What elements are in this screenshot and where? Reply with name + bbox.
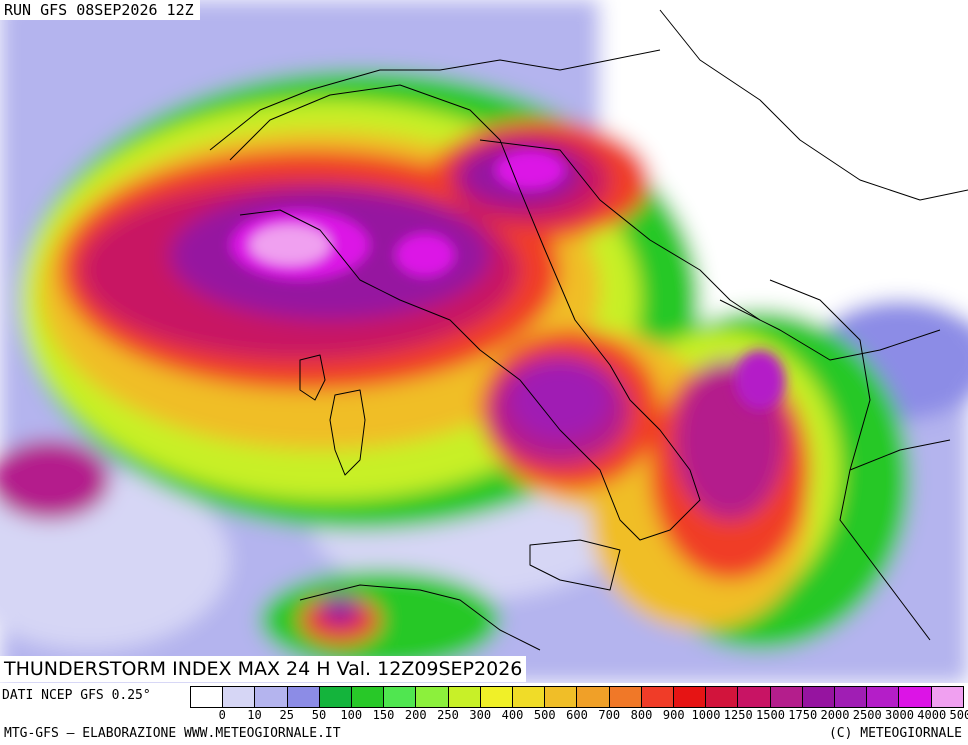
scale-tick-label: 10: [247, 708, 261, 722]
scale-swatch-10: [513, 687, 545, 707]
scale-swatch-3: [288, 687, 320, 707]
scale-tick-label: 200: [405, 708, 427, 722]
scale-swatch-12: [577, 687, 609, 707]
scale-swatch-7: [416, 687, 448, 707]
scale-swatch-19: [803, 687, 835, 707]
scale-swatch-14: [642, 687, 674, 707]
scale-tick-label: 900: [663, 708, 685, 722]
scale-swatch-15: [674, 687, 706, 707]
scale-tick-label: 1250: [724, 708, 753, 722]
scale-swatch-20: [835, 687, 867, 707]
run-label: RUN GFS 08SEP2026 12Z: [0, 0, 200, 20]
scale-tick-label: 50: [312, 708, 326, 722]
scale-tick-label: 400: [502, 708, 524, 722]
scale-tick-label: 1000: [692, 708, 721, 722]
scale-swatch-22: [899, 687, 931, 707]
scale-swatch-6: [384, 687, 416, 707]
scale-tick-label: 800: [631, 708, 653, 722]
credit-line: MTG-GFS – ELABORAZIONE WWW.METEOGIORNALE…: [4, 726, 341, 741]
scale-swatch-0: [191, 687, 223, 707]
scale-swatch-17: [738, 687, 770, 707]
scale-swatch-23: [932, 687, 963, 707]
map-title: THUNDERSTORM INDEX MAX 24 H Val. 12Z09SE…: [0, 656, 526, 682]
data-source: DATI NCEP GFS 0.25°: [2, 688, 151, 703]
scale-tick-label: 100: [340, 708, 362, 722]
scale-tick-label: 1500: [756, 708, 785, 722]
scale-tick-label: 500: [534, 708, 556, 722]
scale-swatch-13: [610, 687, 642, 707]
scale-swatch-8: [449, 687, 481, 707]
index-field: [0, 0, 968, 683]
scale-swatch-21: [867, 687, 899, 707]
scale-swatch-18: [771, 687, 803, 707]
scale-tick-label: 4000: [917, 708, 946, 722]
scale-tick-label: 2500: [853, 708, 882, 722]
scale-tick-label: 150: [373, 708, 395, 722]
scale-swatch-4: [320, 687, 352, 707]
copyright: (C) METEOGIORNALE: [829, 726, 962, 741]
scale-tick-label: 3000: [885, 708, 914, 722]
scale-tick-label: 25: [280, 708, 294, 722]
color-scale-ticks: 0 10 25 50 100 150 200 250 300 400 500 600 700 800 900…: [190, 708, 964, 724]
scale-tick-label: 0: [219, 708, 226, 722]
thunderstorm-index-map: [0, 0, 968, 683]
scale-swatch-5: [352, 687, 384, 707]
scale-tick-label: 300: [469, 708, 491, 722]
scale-tick-label: 1750: [788, 708, 817, 722]
scale-tick-label: 2000: [821, 708, 850, 722]
color-scale: [190, 686, 964, 708]
scale-tick-label: 250: [437, 708, 459, 722]
scale-tick-label: 700: [598, 708, 620, 722]
scale-tick-label: 5000: [950, 708, 968, 722]
scale-tick-label: 600: [566, 708, 588, 722]
scale-swatch-9: [481, 687, 513, 707]
scale-swatch-16: [706, 687, 738, 707]
scale-swatch-1: [223, 687, 255, 707]
scale-swatch-2: [255, 687, 287, 707]
scale-swatch-11: [545, 687, 577, 707]
